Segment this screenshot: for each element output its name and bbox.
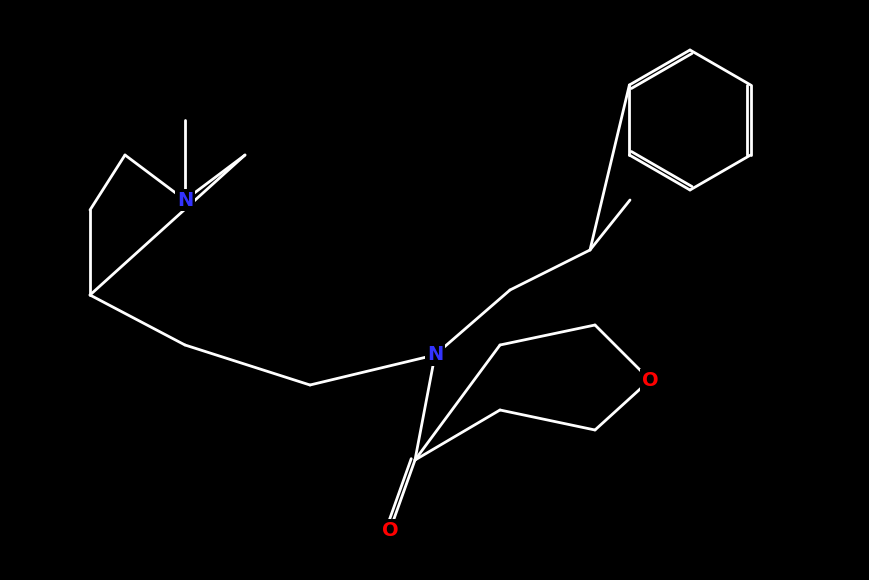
Text: O: O <box>641 371 659 390</box>
Text: O: O <box>381 520 398 539</box>
Text: N: N <box>177 190 193 209</box>
Text: N: N <box>427 346 443 364</box>
